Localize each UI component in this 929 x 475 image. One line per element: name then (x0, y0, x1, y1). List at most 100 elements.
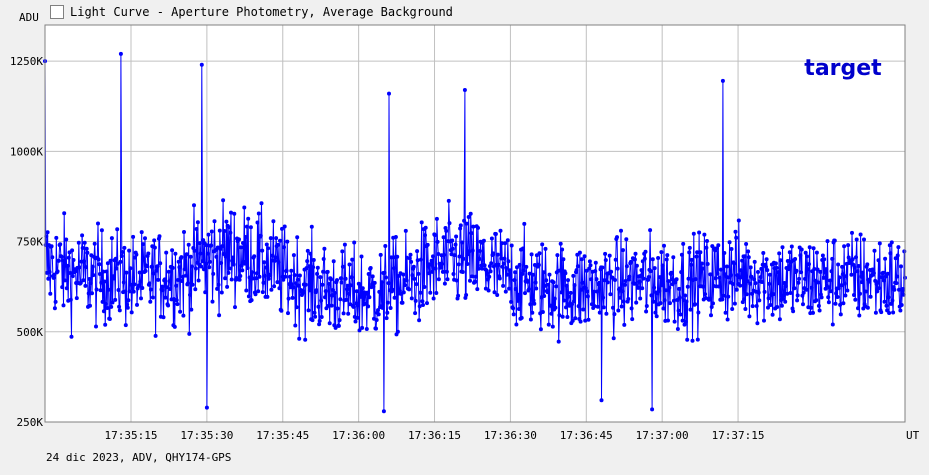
data-point (218, 247, 223, 251)
data-point (840, 264, 845, 269)
data-point (215, 286, 220, 291)
data-point (732, 301, 737, 306)
data-point (293, 323, 298, 328)
data-point (742, 297, 747, 302)
data-point (444, 269, 449, 274)
data-point (654, 314, 659, 319)
data-point (231, 255, 235, 260)
data-point (247, 275, 252, 280)
data-point (646, 275, 651, 279)
data-point (450, 246, 455, 251)
data-point (219, 290, 224, 295)
data-point (175, 302, 180, 307)
data-point (220, 244, 225, 249)
data-point (162, 277, 167, 282)
data-point (319, 315, 324, 319)
data-point (873, 310, 878, 315)
data-point (61, 303, 66, 308)
data-point (845, 288, 850, 293)
x-tick-label: 17:35:15 (105, 429, 158, 442)
data-point (237, 237, 241, 242)
data-point (623, 279, 628, 283)
data-point (310, 318, 315, 323)
data-point (801, 290, 806, 295)
data-point (670, 277, 674, 282)
data-point (416, 271, 421, 276)
data-point (256, 211, 261, 216)
data-point (122, 245, 127, 250)
data-point (227, 266, 232, 271)
data-point (576, 304, 581, 309)
data-point (721, 293, 726, 298)
chart-icon[interactable] (50, 5, 64, 19)
data-point (476, 266, 481, 271)
data-point (752, 277, 757, 282)
data-point (501, 283, 506, 288)
data-point (338, 297, 343, 302)
data-point (838, 312, 843, 317)
data-point (545, 290, 550, 295)
data-point (820, 253, 825, 258)
data-point (534, 286, 539, 291)
data-point (186, 242, 191, 247)
data-point (705, 262, 710, 266)
data-point (187, 331, 192, 336)
data-point (70, 274, 75, 279)
data-point (764, 264, 768, 269)
data-point (471, 224, 476, 229)
data-point (876, 258, 881, 263)
data-point (506, 259, 511, 264)
data-point (85, 250, 90, 255)
data-point (860, 270, 865, 275)
data-point (366, 304, 371, 309)
data-point (855, 269, 860, 274)
data-point (203, 290, 208, 295)
data-point (632, 281, 637, 286)
data-point (351, 304, 356, 309)
data-point (897, 287, 901, 292)
data-point (734, 235, 739, 240)
data-point (409, 259, 414, 264)
data-point (207, 259, 212, 264)
x-tick-label: 17:35:30 (180, 429, 233, 442)
data-point (507, 286, 512, 291)
data-point (349, 275, 354, 280)
data-point (331, 288, 335, 292)
data-point (103, 301, 108, 306)
data-point (522, 221, 527, 226)
data-point (260, 248, 265, 253)
data-point (513, 270, 518, 275)
data-point (587, 259, 592, 264)
data-point (83, 283, 88, 288)
data-point (124, 270, 129, 275)
data-point (580, 280, 585, 285)
data-point (901, 287, 905, 291)
data-point (877, 241, 882, 246)
data-point (685, 337, 690, 342)
data-point (477, 257, 482, 261)
data-point (158, 261, 163, 266)
data-point (883, 256, 888, 261)
data-point (308, 251, 313, 256)
y-axis-label: ADU (19, 11, 39, 24)
data-point (533, 280, 538, 285)
data-point (400, 300, 405, 305)
data-point (199, 264, 204, 269)
data-point (55, 269, 60, 274)
data-point (322, 246, 327, 251)
data-point (579, 257, 584, 262)
x-tick-label: 17:36:00 (332, 429, 385, 442)
data-point (690, 338, 695, 343)
data-point (348, 283, 353, 288)
data-point (755, 321, 760, 326)
data-point (700, 266, 705, 271)
data-point (527, 271, 532, 276)
data-point (138, 279, 143, 284)
data-point (182, 230, 186, 234)
data-point (768, 303, 773, 307)
data-point (161, 315, 166, 320)
data-point (344, 287, 349, 292)
data-point (395, 329, 400, 334)
data-point (199, 62, 204, 67)
data-point (90, 264, 95, 269)
